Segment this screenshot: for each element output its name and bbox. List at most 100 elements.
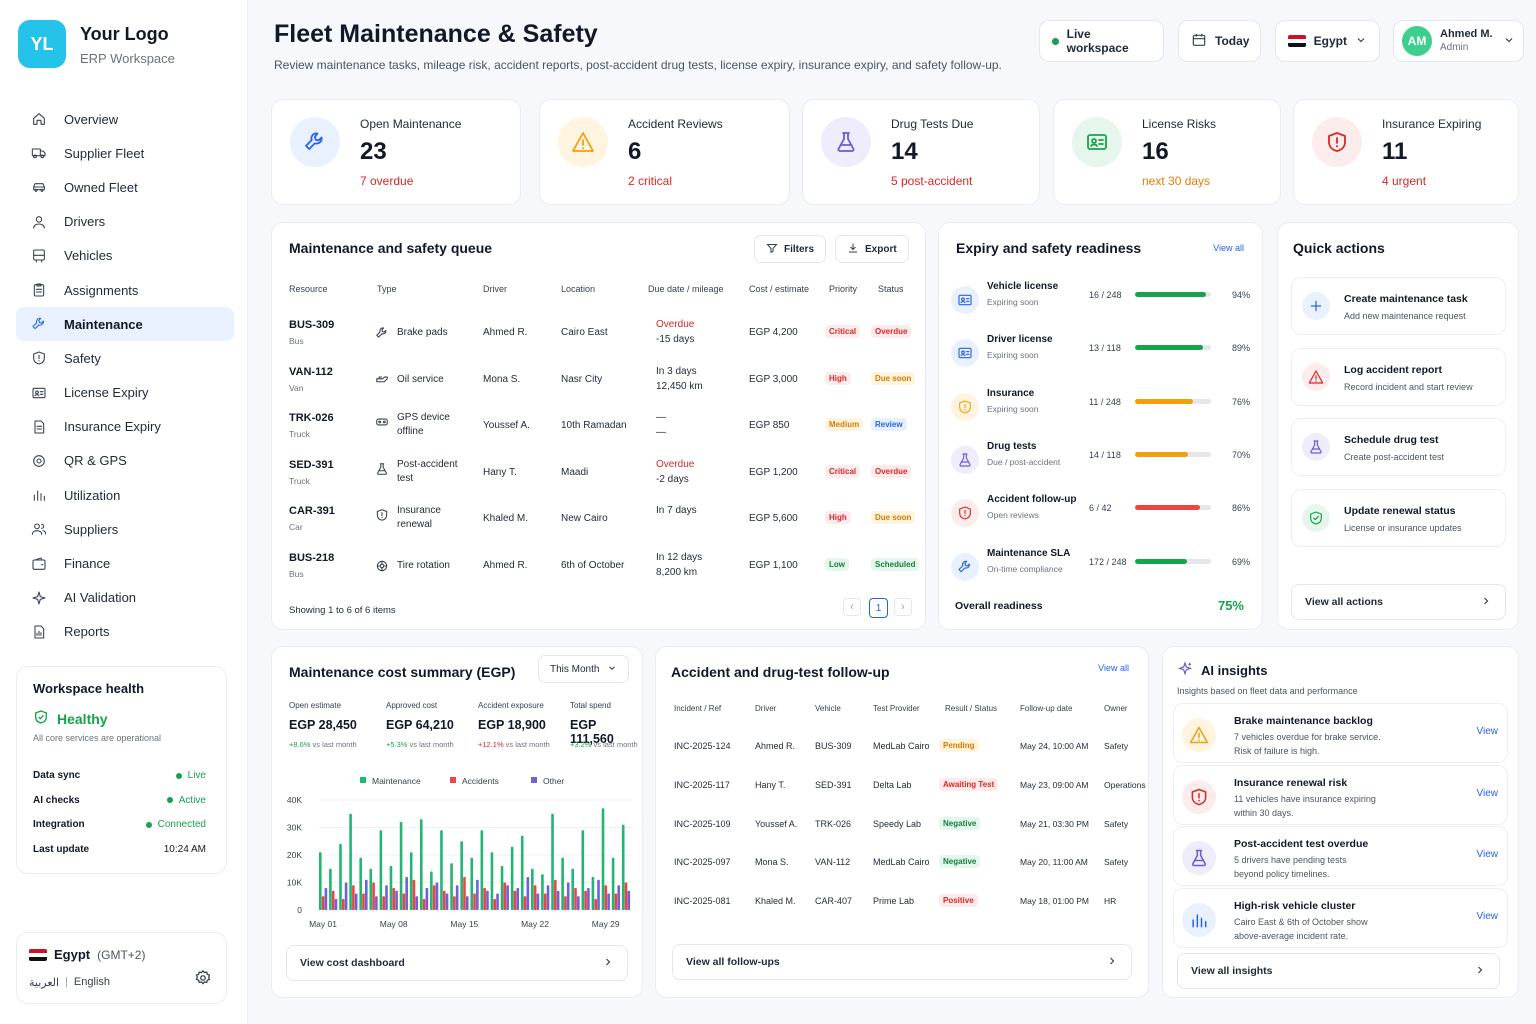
readiness-card: Expiry and safety readiness View all Veh…: [938, 222, 1263, 630]
ai-insight-item[interactable]: Brake maintenance backlog 7 vehicles over…: [1173, 703, 1508, 763]
cost-stat-delta: +8.6% vs last month: [289, 740, 357, 749]
sidebar-item-drivers[interactable]: Drivers: [16, 205, 234, 239]
ai-insight-view-link[interactable]: View: [1476, 911, 1499, 923]
view-all-insights-button[interactable]: View all insights: [1177, 953, 1500, 989]
readiness-row[interactable]: Vehicle license Expiring soon 16 / 248 94%: [951, 281, 1250, 333]
flask-icon: [1182, 841, 1216, 876]
table-row[interactable]: INC-2025-081 Khaled M. CAR-407 Prime Lab Pos…: [656, 894, 1148, 915]
sidebar-item-finance[interactable]: Finance: [16, 546, 234, 580]
followup-view-all-link[interactable]: View all: [1098, 663, 1129, 673]
filters-label: Filters: [784, 243, 815, 255]
kpi-card[interactable]: Insurance Expiring 11 4 urgent: [1293, 99, 1519, 205]
brand-logo[interactable]: YL: [18, 20, 66, 68]
readiness-row[interactable]: Drug tests Due / post-accident 14 / 118 70%: [951, 441, 1250, 493]
followup-column-header: Test Provider: [873, 704, 920, 713]
ai-insight-view-link[interactable]: View: [1476, 849, 1499, 861]
sidebar-item-overview[interactable]: Overview: [16, 102, 234, 136]
date-button[interactable]: Today: [1178, 20, 1261, 62]
kpi-label: Insurance Expiring: [1382, 117, 1482, 131]
workspace-status-button[interactable]: Live workspace: [1039, 20, 1164, 62]
view-cost-dashboard-button[interactable]: View cost dashboard: [286, 945, 628, 981]
sidebar-item-license-expiry[interactable]: License Expiry: [16, 376, 234, 410]
view-all-followups-button[interactable]: View all follow-ups: [672, 944, 1132, 980]
kpi-card[interactable]: License Risks 16 next 30 days: [1053, 99, 1281, 205]
warning-icon: [1182, 718, 1216, 752]
sidebar-item-insurance-expiry[interactable]: Insurance Expiry: [16, 410, 234, 444]
followup-owner: Operations: [1104, 779, 1146, 790]
bar-maintenance-19: [500, 866, 504, 910]
sidebar-item-ai-validation[interactable]: AI Validation: [16, 581, 234, 615]
quick-action-log-accident-report[interactable]: Log accident report Record incident and s…: [1291, 347, 1506, 406]
wrench-icon: [30, 315, 48, 333]
filters-button[interactable]: Filters: [754, 235, 827, 263]
task-type-detail: test: [397, 472, 414, 484]
table-row[interactable]: BUS-309 Bus Brake pads Ahmed R. Cairo East Ov…: [272, 319, 925, 359]
table-row[interactable]: INC-2025-109 Youssef A. TRK-026 Speedy Lab N…: [656, 816, 1148, 838]
kpi-subtext: 2 critical: [628, 174, 673, 188]
sidebar-item-owned-fleet[interactable]: Owned Fleet: [16, 170, 234, 204]
id-card-icon: [951, 339, 979, 368]
quick-action-create-maintenance-task[interactable]: Create maintenance task Add new maintenan…: [1291, 277, 1506, 335]
followup-column-header: Incident / Ref: [674, 704, 722, 713]
readiness-row[interactable]: Accident follow-up Open reviews 6 / 42 86%: [951, 494, 1250, 546]
bar-other-27: [587, 888, 590, 910]
kpi-card[interactable]: Drug Tests Due 14 5 post-accident: [802, 99, 1040, 205]
ai-insight-view-link[interactable]: View: [1476, 787, 1499, 799]
period-select[interactable]: This Month: [538, 655, 629, 683]
lang-arabic[interactable]: العربية: [29, 977, 60, 989]
readiness-row[interactable]: Driver license Expiring soon 13 / 118 89%: [951, 334, 1250, 386]
readiness-name: Vehicle license: [987, 281, 1059, 292]
plus-icon: [1302, 292, 1330, 320]
gear-icon[interactable]: [194, 969, 212, 990]
priority-badge: Critical: [825, 464, 861, 478]
table-row[interactable]: INC-2025-097 Mona S. VAN-112 MedLab Cairo Ne…: [656, 855, 1148, 876]
x-tick-label: May 01: [309, 919, 337, 929]
priority-badge: High: [825, 511, 851, 524]
view-all-actions-button[interactable]: View all actions: [1291, 584, 1506, 620]
table-row[interactable]: INC-2025-117 Hany T. SED-391 Delta Lab Await…: [656, 777, 1148, 799]
bar-accidents-21: [523, 896, 527, 910]
ai-insight-item[interactable]: Insurance renewal risk 11 vehicles have i…: [1173, 764, 1508, 825]
quick-action-schedule-drug-test[interactable]: Schedule drug test Create post-accident t…: [1291, 418, 1506, 476]
legend-swatch: [531, 777, 537, 783]
ai-insight-view-link[interactable]: View: [1476, 726, 1499, 737]
readiness-row[interactable]: Maintenance SLA On-time compliance 172 / 2…: [951, 548, 1250, 600]
sidebar-item-utilization[interactable]: Utilization: [16, 478, 234, 512]
country-select[interactable]: Egypt: [1275, 20, 1380, 62]
sidebar-item-vehicles[interactable]: Vehicles: [16, 239, 234, 273]
table-row[interactable]: BUS-218 Bus Tire rotation Ahmed R. 6th of Oc…: [272, 552, 925, 592]
sidebar-item-suppliers[interactable]: Suppliers: [16, 512, 234, 546]
sidebar-item-maintenance[interactable]: Maintenance: [16, 307, 234, 342]
table-row[interactable]: SED-391 Truck Post-accident test Hany T. Maad…: [272, 459, 925, 499]
sidebar-item-safety[interactable]: Safety: [16, 341, 234, 375]
table-row[interactable]: VAN-112 Van Oil service Mona S. Nasr City In …: [272, 366, 925, 406]
next-page-button[interactable]: ›: [894, 598, 912, 616]
kpi-card[interactable]: Accident Reviews 6 2 critical: [539, 99, 790, 205]
readiness-view-all-link[interactable]: View all: [1213, 243, 1244, 253]
sidebar-item-assignments[interactable]: Assignments: [16, 273, 234, 307]
kpi-card[interactable]: Open Maintenance 23 7 overdue: [271, 99, 521, 205]
table-row[interactable]: INC-2025-124 Ahmed R. BUS-309 MedLab Cairo P…: [656, 739, 1148, 760]
prev-page-button[interactable]: ‹: [843, 598, 861, 616]
driver-name: Khaled M.: [483, 513, 529, 524]
table-row[interactable]: CAR-391 Car Insurance renewal Khaled M. New C…: [272, 505, 925, 545]
live-dot: [1052, 37, 1059, 45]
page-1-button[interactable]: 1: [869, 598, 888, 618]
followup-card: Accident and drug-test follow-up View al…: [655, 646, 1149, 998]
table-row[interactable]: TRK-026 Truck GPS device offline Youssef A. 1…: [272, 412, 925, 452]
user-menu[interactable]: AM Ahmed M. Admin: [1393, 20, 1524, 62]
followup-date: May 20, 11:00 AM: [1020, 857, 1088, 868]
ai-insight-item[interactable]: Post-accident test overdue 5 drivers have…: [1173, 826, 1508, 887]
followup-provider: Prime Lab: [873, 896, 915, 907]
export-button[interactable]: Export: [835, 235, 909, 263]
sidebar-item-supplier-fleet[interactable]: Supplier Fleet: [16, 136, 234, 170]
readiness-row[interactable]: Insurance Expiring soon 11 / 248 76%: [951, 388, 1250, 440]
lang-english[interactable]: English: [73, 976, 110, 988]
quick-action-update-renewal-status[interactable]: Update renewal status License or insuranc…: [1291, 488, 1506, 547]
bar-maintenance-18: [490, 852, 494, 910]
kpi-value: 14: [891, 138, 918, 165]
ai-insight-item[interactable]: High-risk vehicle cluster Cairo East & 6t…: [1173, 888, 1508, 949]
sidebar-item-qr-gps[interactable]: QR & GPS: [16, 444, 234, 478]
sidebar-item-reports[interactable]: Reports: [16, 615, 234, 649]
bar-maintenance-27: [581, 830, 585, 910]
